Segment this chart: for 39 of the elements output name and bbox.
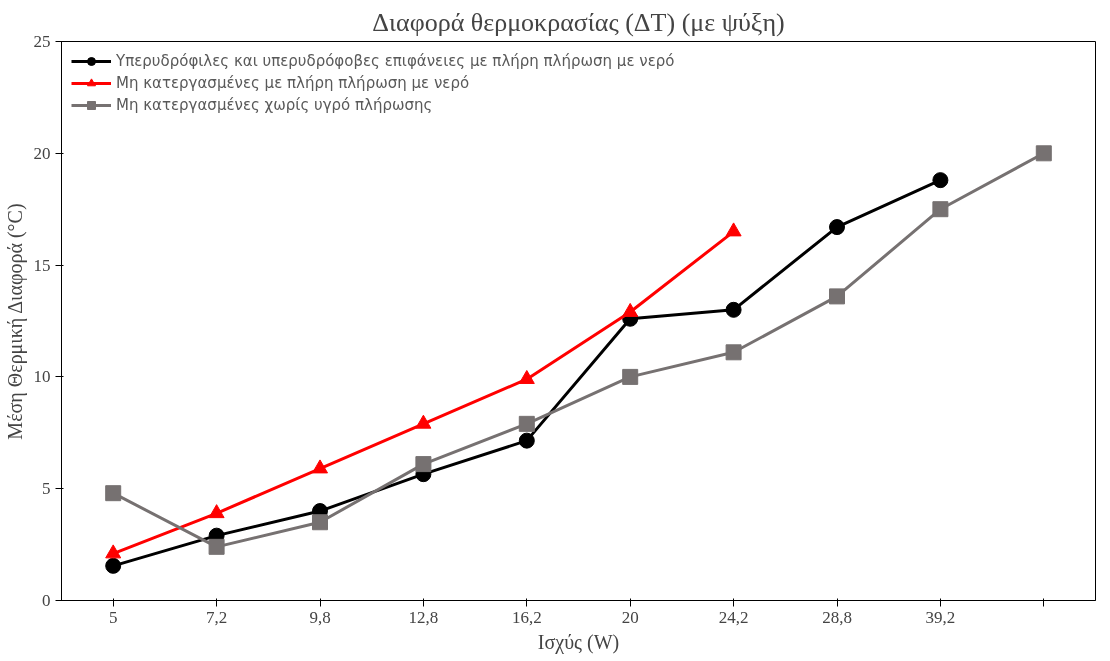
x-tick-label: 5 bbox=[108, 607, 118, 627]
point bbox=[105, 557, 122, 574]
point bbox=[829, 288, 845, 305]
y-tick-label: 25 bbox=[33, 32, 51, 51]
legend-label: Υπερυδρόφιλες και υπερυδρόφοβες επιφάνειες με πλήρη πλήρωση με νερό bbox=[116, 52, 675, 70]
x-tick-label: 16,2 bbox=[511, 607, 542, 627]
y-tick-label: 10 bbox=[33, 367, 51, 387]
x-axis-title: Ισχύς (W) bbox=[537, 630, 620, 654]
y-tick-label: 15 bbox=[33, 255, 51, 275]
x-tick-label: 28,8 bbox=[822, 607, 852, 627]
y-tick-label: 0 bbox=[42, 591, 51, 610]
x-tick-label: 24,2 bbox=[718, 607, 749, 627]
point bbox=[208, 538, 225, 555]
point bbox=[518, 415, 535, 432]
y-tick-label: 5 bbox=[42, 479, 51, 499]
point bbox=[105, 544, 122, 559]
x-tick-label: 9,8 bbox=[309, 607, 331, 627]
point bbox=[932, 201, 949, 218]
point bbox=[932, 172, 949, 189]
point bbox=[518, 432, 535, 449]
legend-label: Μη κατεργασμένες χωρίς υγρό πλήρωσης bbox=[116, 96, 433, 114]
point bbox=[415, 456, 432, 473]
point bbox=[105, 485, 122, 502]
y-axis-title: Μέση Θερμική Διαφορά (°C) bbox=[3, 203, 27, 440]
point bbox=[312, 514, 328, 531]
x-tick-label: 7,2 bbox=[205, 607, 228, 627]
x-tick-label: 12,8 bbox=[408, 607, 439, 627]
point bbox=[622, 368, 639, 385]
point bbox=[1035, 145, 1052, 162]
chart-title: Διαφορά θερμοκρασίας (ΔT) (με ψύξη) bbox=[372, 7, 785, 37]
y-tick-label: 20 bbox=[33, 143, 51, 163]
x-tick-label: 39,2 bbox=[925, 607, 956, 627]
legend-label: Μη κατεργασμένες με πλήρη πλήρωση με νερό bbox=[116, 74, 470, 92]
x-tick-label: 20 bbox=[621, 607, 639, 627]
point bbox=[725, 344, 742, 361]
point bbox=[725, 301, 742, 318]
point bbox=[829, 219, 845, 236]
point bbox=[208, 504, 225, 519]
point bbox=[312, 459, 328, 474]
